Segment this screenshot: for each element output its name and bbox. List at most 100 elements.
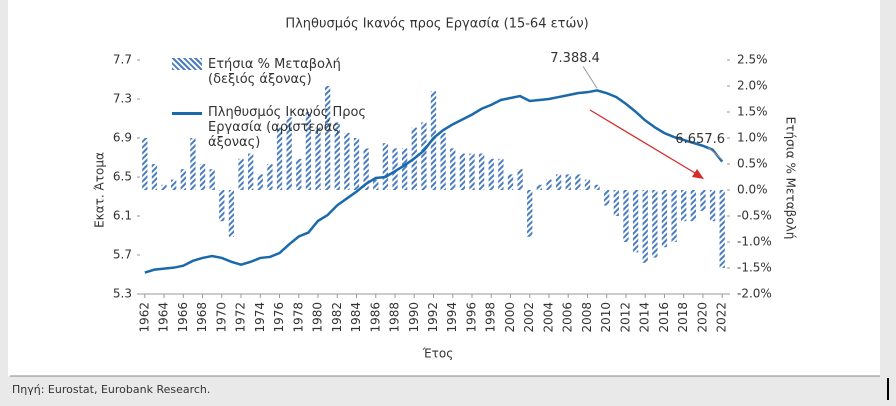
bar (296, 158, 302, 190)
x-tick-label: 2008 (580, 302, 594, 333)
legend-key (172, 112, 202, 115)
source: Πηγή: Eurostat, Eurobank Research. (12, 383, 210, 396)
bar (180, 169, 186, 190)
x-tick-label: 2012 (618, 302, 632, 333)
bar (276, 127, 283, 190)
bar (305, 112, 312, 190)
bar (190, 138, 196, 190)
bar (151, 164, 158, 190)
bar (209, 169, 215, 190)
bar (719, 190, 725, 268)
y-tick-label: 6.5 (113, 170, 132, 184)
bar (363, 148, 369, 190)
bar (440, 132, 446, 190)
bar (344, 132, 350, 190)
x-tick-label: 1986 (368, 302, 382, 333)
annotation-leader (707, 147, 723, 161)
annotation-leader (582, 66, 598, 89)
bar (555, 174, 562, 190)
x-tick-label: 1996 (464, 302, 478, 333)
x-tick-label: 1978 (291, 302, 305, 333)
bar (517, 169, 523, 190)
bar (652, 190, 658, 258)
bar (584, 179, 591, 190)
y-tick-label: 7.7 (113, 53, 132, 67)
bar (709, 190, 716, 222)
x-tick-label: 2016 (657, 302, 671, 333)
trend-arrow (589, 109, 701, 177)
y-axis-label: Εκατ. Άτομα (93, 152, 107, 228)
bar (613, 190, 619, 216)
bar (325, 86, 331, 190)
bar (267, 164, 273, 190)
x-tick-label: 2010 (599, 302, 613, 333)
bar (536, 184, 542, 190)
x-tick-label: 1972 (234, 302, 248, 333)
bar (527, 190, 533, 237)
bar (681, 190, 687, 222)
y-tick-label: 5.7 (113, 248, 132, 262)
annotation: 6.657.6 (675, 132, 725, 147)
bar (142, 138, 148, 190)
x-tick-label: 1992 (426, 302, 440, 333)
bar (219, 190, 225, 222)
bar (594, 184, 600, 190)
y2-tick-label: 2.0% (737, 79, 768, 93)
bar (238, 158, 244, 190)
bar (392, 148, 398, 190)
x-tick-label: 1966 (176, 302, 190, 333)
bar (632, 190, 639, 253)
x-tick-label: 1976 (272, 302, 286, 333)
bar (334, 122, 340, 190)
bar (507, 174, 514, 190)
x-tick-label: 2022 (715, 302, 729, 333)
y-tick-label: 5.3 (113, 287, 132, 301)
y-tick-label: 7.3 (113, 92, 132, 106)
x-tick-label: 1980 (311, 302, 325, 333)
x-tick-label: 1970 (214, 302, 228, 333)
bar (642, 190, 648, 263)
x-axis-label: Έτος (422, 347, 454, 361)
x-tick-label: 2000 (503, 302, 517, 333)
x-tick-label: 1990 (407, 302, 421, 333)
bar (459, 153, 466, 190)
line (144, 89, 724, 274)
legend-key (172, 58, 202, 70)
bar (488, 158, 494, 190)
bar (382, 143, 389, 190)
x-tick-label: 1994 (445, 302, 459, 333)
x-tick-label: 2002 (522, 302, 536, 333)
y2-tick-label: -0.5% (737, 209, 772, 223)
x-tick-label: 1962 (137, 302, 151, 333)
x-tick-label: 2004 (541, 302, 555, 333)
y2-tick-label: 0.5% (737, 157, 768, 171)
bar (450, 148, 456, 190)
bar (671, 190, 677, 242)
y-tick-label: 6.1 (113, 209, 132, 223)
y2-tick-label: 0.0% (737, 183, 768, 197)
x-tick-label: 1964 (157, 302, 171, 333)
bar (478, 153, 485, 190)
x-tick-label: 1968 (195, 302, 209, 333)
bar (498, 158, 504, 190)
bar (315, 127, 321, 190)
y2-tick-label: -1.0% (737, 235, 772, 249)
y2-tick-label: 1.0% (737, 131, 768, 145)
bar (401, 148, 408, 190)
y2-axis-label: Ετήσια % Μεταβολή (784, 117, 798, 240)
y-tick-label: 6.9 (113, 131, 132, 145)
bar (199, 164, 206, 190)
bar (171, 179, 177, 190)
bar (546, 179, 552, 190)
bar (661, 190, 668, 248)
bar (373, 179, 379, 190)
x-tick-label: 1984 (349, 302, 363, 333)
x-tick-label: 2018 (676, 302, 690, 333)
bar (257, 174, 263, 190)
y2-tick-label: 2.5% (737, 53, 768, 67)
x-tick-label: 1974 (253, 302, 267, 333)
x-tick-label: 2006 (561, 302, 575, 333)
bar (228, 190, 235, 237)
bar (161, 184, 167, 190)
